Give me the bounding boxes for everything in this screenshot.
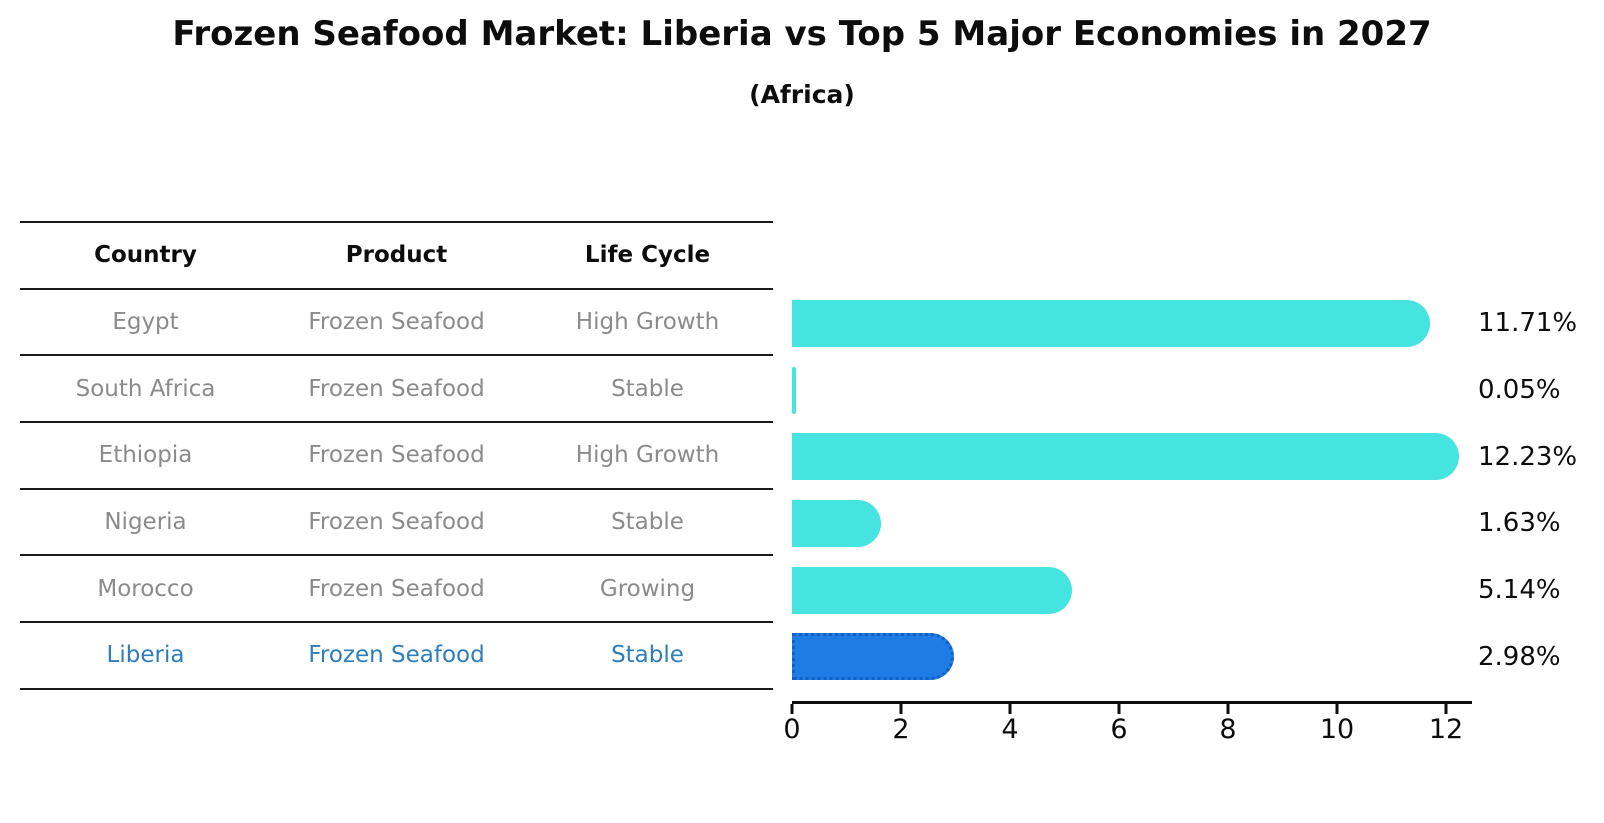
cell-country: South Africa [75, 375, 216, 402]
bar-nigeria [792, 499, 881, 547]
x-axis-line [792, 701, 1472, 704]
table-row-liberia: Liberia Frozen Seafood Stable [20, 623, 773, 690]
value-label-ethiopia: 12.23% [1478, 441, 1578, 472]
bar-morocco [792, 566, 1073, 614]
cell-country: Liberia [106, 642, 185, 669]
x-axis-tick-12 [1444, 704, 1448, 714]
value-label-nigeria: 1.63% [1478, 508, 1561, 539]
value-label-egypt: 11.71% [1478, 308, 1578, 339]
cell-country: Morocco [97, 575, 194, 602]
value-label-morocco: 5.14% [1478, 575, 1561, 606]
cell-product: Frozen Seafood [308, 375, 485, 402]
chart-title: Frozen Seafood Market: Liberia vs Top 5 … [172, 14, 1432, 54]
x-axis-tick-label-8: 8 [1219, 714, 1237, 745]
cell-product: Frozen Seafood [308, 309, 485, 336]
x-axis-tick-label-6: 6 [1110, 714, 1128, 745]
bar-plot-area [792, 290, 1492, 690]
table-row-ethiopia: Ethiopia Frozen Seafood High Growth [20, 423, 773, 490]
x-axis-tick-label-4: 4 [1001, 714, 1019, 745]
cell-lifecycle: Stable [611, 642, 684, 669]
table-header-row: Country Product Life Cycle [20, 223, 773, 290]
bar-egypt [792, 299, 1431, 347]
bar-ethiopia [792, 433, 1459, 481]
bar-liberia [792, 633, 955, 681]
x-axis-tick-label-2: 2 [892, 714, 910, 745]
chart-subtitle: (Africa) [749, 80, 855, 109]
x-axis-tick-4 [1008, 704, 1012, 714]
table-row-morocco: Morocco Frozen Seafood Growing [20, 556, 773, 624]
x-axis-tick-label-12: 12 [1428, 714, 1464, 745]
value-label-south-africa: 0.05% [1478, 375, 1561, 406]
x-axis-tick-8 [1226, 704, 1230, 714]
table-body: Egypt Frozen Seafood High Growth South Afri… [20, 290, 773, 690]
country-table: Country Product Life Cycle Egypt Frozen S… [20, 221, 773, 690]
cell-country: Nigeria [104, 509, 187, 536]
header-country: Country [94, 242, 197, 269]
bar-south-africa [792, 366, 796, 414]
table-row-south-africa: South Africa Frozen Seafood Stable [20, 356, 773, 424]
cell-product: Frozen Seafood [308, 442, 485, 469]
cell-country: Egypt [112, 309, 179, 336]
header-lifecycle: Life Cycle [584, 242, 711, 269]
x-axis-tick-6 [1117, 704, 1121, 714]
cell-lifecycle: Stable [611, 375, 684, 402]
cell-lifecycle: Growing [599, 575, 696, 602]
cell-product: Frozen Seafood [308, 575, 485, 602]
table-row-egypt: Egypt Frozen Seafood High Growth [20, 290, 773, 357]
value-label-liberia: 2.98% [1478, 641, 1561, 672]
x-axis-tick-label-10: 10 [1319, 714, 1355, 745]
cell-country: Ethiopia [98, 442, 193, 469]
x-axis-tick-10 [1335, 704, 1339, 714]
cell-product: Frozen Seafood [308, 509, 485, 536]
x-axis-tick-0 [790, 704, 794, 714]
x-axis-tick-2 [899, 704, 903, 714]
x-axis-tick-label-0: 0 [783, 714, 801, 745]
table-row-nigeria: Nigeria Frozen Seafood Stable [20, 490, 773, 557]
cell-product: Frozen Seafood [308, 642, 485, 669]
cell-lifecycle: High Growth [575, 442, 720, 469]
header-product: Product [345, 242, 448, 269]
cell-lifecycle: High Growth [575, 309, 720, 336]
cell-lifecycle: Stable [611, 509, 684, 536]
